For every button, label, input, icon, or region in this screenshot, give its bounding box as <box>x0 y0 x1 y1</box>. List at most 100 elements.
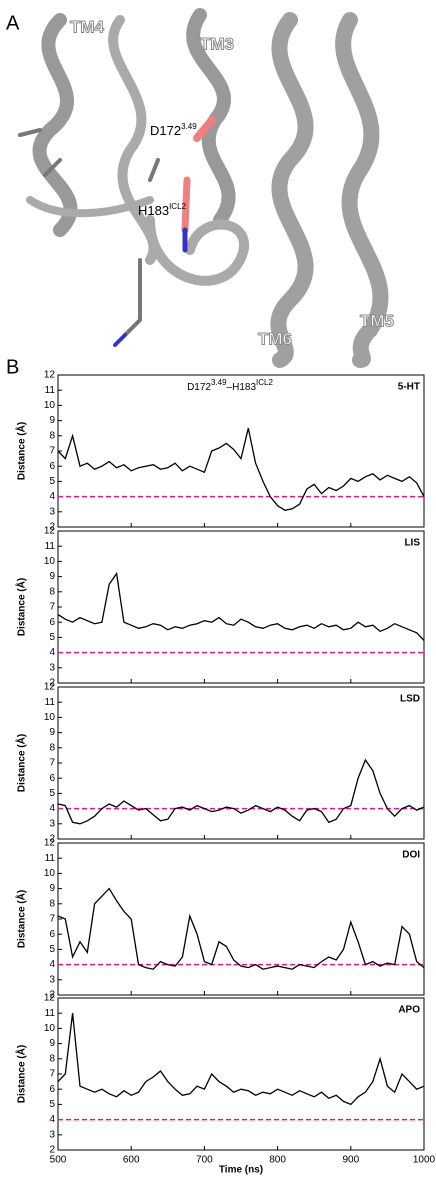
y-tick-label: 12 <box>44 838 56 849</box>
y-tick-label: 11 <box>45 385 56 396</box>
y-tick-label: 3 <box>49 662 55 673</box>
y-tick-label: 3 <box>49 974 55 985</box>
y-tick-label: 5 <box>49 476 55 487</box>
title-sup: ICL2 <box>256 378 273 387</box>
y-axis-label: Distance (Å) <box>15 734 28 792</box>
y-tick-label: 2 <box>49 522 55 533</box>
helix-label: TM4 <box>70 17 105 36</box>
y-tick-label: 10 <box>44 400 56 411</box>
trace-line <box>57 1013 425 1106</box>
y-tick-label: 5 <box>49 788 55 799</box>
residue-sup: 3.49 <box>181 122 197 131</box>
y-tick-label: 3 <box>49 506 55 517</box>
trace-line <box>57 758 425 825</box>
y-tick-label: 4 <box>49 491 55 502</box>
y-tick-label: 11 <box>45 853 56 864</box>
y-tick-label: 7 <box>49 1069 55 1080</box>
x-tick-label: 900 <box>342 1155 359 1166</box>
y-tick-label: 6 <box>49 461 55 472</box>
y-tick-label: 12 <box>44 370 56 381</box>
y-tick-label: 6 <box>49 929 55 940</box>
y-tick-label: 10 <box>44 712 56 723</box>
y-tick-label: 4 <box>49 959 55 970</box>
y-tick-label: 2 <box>49 990 55 1001</box>
y-tick-label: 7 <box>49 602 55 613</box>
y-tick-label: 8 <box>49 1053 55 1064</box>
y-tick-label: 10 <box>44 1023 56 1034</box>
y-tick-label: 8 <box>49 586 55 597</box>
panel-legend: 5-HT <box>398 382 420 393</box>
y-tick-label: 6 <box>49 773 55 784</box>
title-part: –H183 <box>227 382 257 393</box>
residue-name: D172 <box>150 123 181 138</box>
y-axis-label: Distance (Å) <box>15 1045 28 1103</box>
residue-name: H183 <box>138 203 169 218</box>
y-axis-label: Distance (Å) <box>15 422 28 480</box>
y-tick-label: 4 <box>49 803 55 814</box>
y-tick-label: 9 <box>49 727 55 738</box>
panel-legend: LSD <box>400 694 420 705</box>
y-axis-label: Distance (Å) <box>15 890 28 948</box>
y-tick-label: 11 <box>45 697 56 708</box>
title-part: D172 <box>187 382 211 393</box>
helix-label: TM5 <box>360 311 394 330</box>
panel-legend: DOI <box>402 850 420 861</box>
panel-label: B <box>6 356 19 378</box>
plot-frame <box>57 374 425 528</box>
y-tick-label: 7 <box>49 758 55 769</box>
y-tick-label: 9 <box>49 1038 55 1049</box>
y-axis-label: Distance (Å) <box>15 578 28 636</box>
plot-title: D1723.49–H183ICL2 <box>187 378 273 393</box>
plot-frame <box>57 686 425 840</box>
helix-label: TM3 <box>200 34 234 53</box>
x-tick-label: 700 <box>196 1155 213 1166</box>
y-tick-label: 9 <box>49 883 55 894</box>
y-tick-label: 12 <box>44 682 56 693</box>
y-tick-label: 3 <box>49 1129 55 1140</box>
y-tick-label: 4 <box>49 1114 55 1125</box>
y-tick-label: 2 <box>49 678 55 689</box>
y-tick-label: 2 <box>49 1145 55 1156</box>
y-tick-label: 12 <box>44 993 56 1004</box>
x-tick-label: 600 <box>123 1155 140 1166</box>
title-sup: 3.49 <box>211 378 227 387</box>
y-tick-label: 7 <box>49 914 55 925</box>
panel-legend: APO <box>398 1005 420 1016</box>
residue-label: D1723.49 <box>150 122 197 138</box>
x-tick-label: 1000 <box>413 1155 436 1166</box>
y-tick-label: 10 <box>44 868 56 879</box>
y-tick-label: 5 <box>49 632 55 643</box>
plot-frame <box>57 530 425 684</box>
y-tick-label: 8 <box>49 430 55 441</box>
panel-legend: LIS <box>404 538 420 549</box>
y-tick-label: 5 <box>49 1099 55 1110</box>
y-tick-label: 6 <box>49 617 55 628</box>
y-tick-label: 8 <box>49 742 55 753</box>
plot-frame <box>57 842 425 996</box>
y-tick-label: 11 <box>45 541 56 552</box>
y-tick-label: 4 <box>49 647 55 658</box>
trace-line <box>57 887 425 970</box>
x-tick-label: 800 <box>269 1155 286 1166</box>
protein-structure <box>18 8 389 368</box>
helix-label: TM6 <box>258 329 292 348</box>
y-tick-label: 10 <box>44 556 56 567</box>
y-tick-label: 2 <box>49 834 55 845</box>
trace-line <box>57 571 425 641</box>
y-tick-label: 6 <box>49 1084 55 1095</box>
panel-label: A <box>6 12 20 34</box>
y-tick-label: 11 <box>45 1008 56 1019</box>
y-tick-label: 12 <box>44 526 56 537</box>
y-tick-label: 9 <box>49 571 55 582</box>
trace-line <box>57 428 425 511</box>
y-tick-label: 3 <box>49 818 55 829</box>
residue-label: H183ICL2 <box>138 202 187 218</box>
plot-frame <box>57 997 425 1151</box>
y-tick-label: 9 <box>49 415 55 426</box>
y-tick-label: 7 <box>49 446 55 457</box>
x-axis-label: Time (ns) <box>219 1165 263 1176</box>
y-tick-label: 5 <box>49 944 55 955</box>
x-tick-label: 500 <box>50 1155 67 1166</box>
residue-sup: ICL2 <box>169 202 186 211</box>
